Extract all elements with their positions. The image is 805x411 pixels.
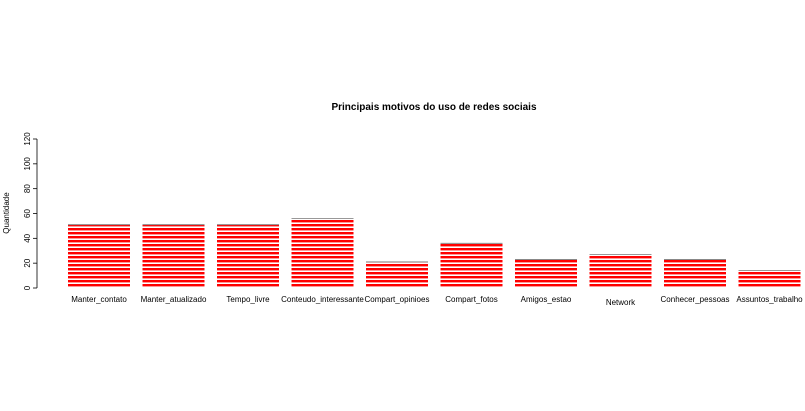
y-axis-title: Quantidade: [2, 192, 11, 234]
bar-amigos-estao: [515, 259, 577, 288]
bar-compart-fotos: [440, 243, 503, 288]
y-axis: 0 20 40 60 80 100 120: [23, 132, 38, 290]
bar-manter-atualizado: [142, 224, 205, 288]
x-category-label: Tempo_livre: [226, 295, 270, 304]
bars-group: [68, 218, 801, 288]
bar-conteudo-interessante: [291, 218, 354, 288]
bar-manter-contato: [68, 224, 130, 288]
y-tick-label: 60: [23, 209, 32, 218]
x-category-label: Manter_atualizado: [141, 295, 207, 304]
y-tick-label: 120: [23, 132, 32, 146]
x-category-label: Network: [606, 298, 636, 307]
bar-assuntos-trabalho: [738, 270, 801, 288]
category-labels: Manter_contato Manter_atualizado Tempo_liv…: [71, 295, 803, 307]
x-category-label: Assuntos_trabalho: [736, 295, 803, 304]
chart-title: Principais motivos do uso de redes socia…: [331, 102, 537, 113]
y-tick-label: 100: [23, 157, 32, 171]
y-tick-label: 20: [23, 258, 32, 267]
y-tick-label: 80: [23, 184, 32, 193]
x-category-label: Conhecer_pessoas: [661, 295, 730, 304]
x-category-label: Amigos_estao: [521, 295, 572, 304]
bar-tempo-livre: [217, 224, 279, 288]
x-category-label: Compart_opinioes: [365, 295, 430, 304]
bar-conhecer-pessoas: [664, 259, 726, 288]
y-tick-label: 0: [23, 285, 32, 290]
x-category-label: Conteudo_interessante: [281, 295, 364, 304]
x-category-label: Manter_contato: [71, 295, 127, 304]
x-category-label: Compart_fotos: [445, 295, 497, 304]
y-tick-label: 40: [23, 233, 32, 242]
bar-network: [589, 254, 652, 288]
bar-compart-opinioes: [366, 261, 428, 288]
